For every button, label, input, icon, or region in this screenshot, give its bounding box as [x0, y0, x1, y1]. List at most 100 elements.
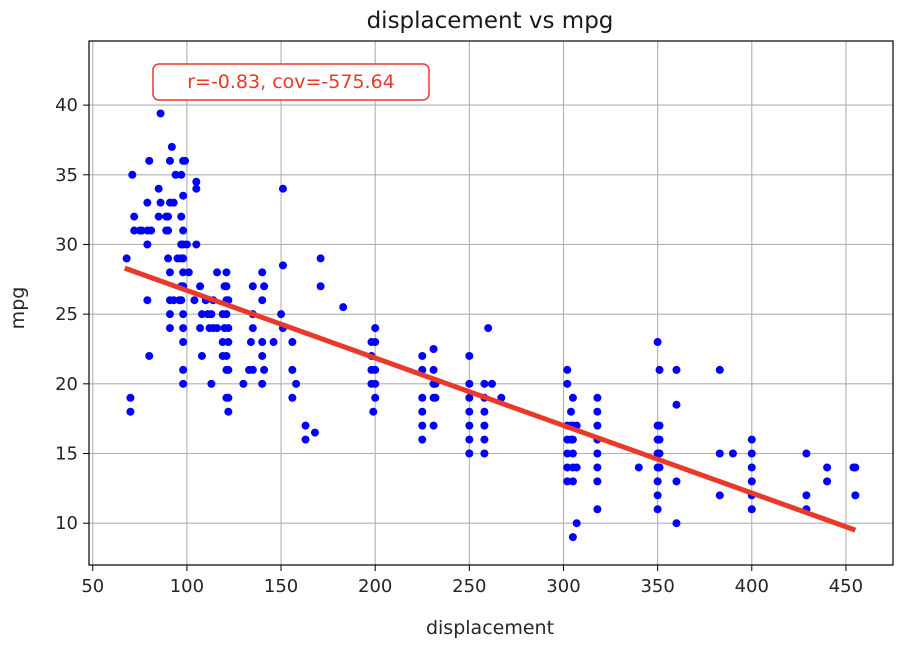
data-point	[248, 365, 257, 374]
data-point	[480, 421, 489, 430]
y-tick-label: 30	[55, 234, 78, 255]
data-point	[258, 268, 267, 277]
data-point	[487, 379, 496, 388]
x-tick-label: 450	[829, 576, 863, 597]
data-point	[480, 449, 489, 458]
data-point	[371, 365, 380, 374]
data-point	[222, 351, 231, 360]
data-point	[418, 435, 427, 444]
data-point	[165, 310, 174, 319]
y-axis-label: mpg	[7, 287, 29, 330]
data-point	[672, 365, 681, 374]
data-point	[672, 477, 681, 486]
data-point	[747, 505, 756, 514]
data-point	[653, 338, 662, 347]
data-point	[179, 379, 188, 388]
data-point	[593, 407, 602, 416]
data-point	[369, 407, 378, 416]
y-tick-label: 35	[55, 165, 78, 186]
data-point	[418, 407, 427, 416]
x-tick-label: 250	[452, 576, 486, 597]
data-point	[190, 296, 199, 305]
data-point	[278, 184, 287, 193]
data-point	[130, 212, 139, 221]
data-point	[429, 421, 438, 430]
data-point	[568, 533, 577, 542]
data-point	[728, 449, 737, 458]
data-point	[167, 142, 176, 151]
data-point	[278, 261, 287, 270]
data-point	[128, 170, 137, 179]
data-point	[143, 240, 152, 249]
data-point	[563, 379, 572, 388]
data-point	[130, 226, 139, 235]
x-tick-label: 300	[546, 576, 580, 597]
data-point	[563, 477, 572, 486]
data-point	[465, 435, 474, 444]
data-point	[301, 421, 310, 430]
data-point	[192, 240, 201, 249]
data-point	[715, 491, 724, 500]
data-point	[431, 393, 440, 402]
data-point	[248, 324, 257, 333]
data-point	[156, 109, 165, 118]
data-point	[145, 351, 154, 360]
data-point	[154, 212, 163, 221]
data-points	[122, 109, 860, 542]
x-tick-label: 150	[264, 576, 298, 597]
data-point	[196, 282, 205, 291]
data-point	[269, 338, 278, 347]
data-point	[568, 393, 577, 402]
data-point	[747, 435, 756, 444]
data-point	[239, 379, 248, 388]
data-point	[165, 268, 174, 277]
grid	[89, 41, 893, 565]
data-point	[371, 338, 380, 347]
data-point	[222, 268, 231, 277]
data-point	[672, 519, 681, 528]
x-tick-label: 400	[735, 576, 769, 597]
data-point	[339, 303, 348, 312]
data-point	[165, 156, 174, 165]
plot-area-frame	[88, 40, 894, 566]
data-point	[224, 407, 233, 416]
data-point	[224, 338, 233, 347]
y-tick-label: 10	[55, 513, 78, 534]
data-point	[593, 477, 602, 486]
data-point	[653, 505, 662, 514]
data-point	[169, 198, 178, 207]
data-point	[137, 226, 146, 235]
data-point	[653, 491, 662, 500]
data-point	[169, 296, 178, 305]
x-axis-ticks: 50 100 150 200 250 300 350 400 450	[81, 565, 863, 597]
data-point	[747, 449, 756, 458]
x-tick-label: 350	[640, 576, 674, 597]
y-tick-label: 20	[55, 374, 78, 395]
data-point	[316, 254, 325, 263]
data-point	[418, 393, 427, 402]
data-point	[655, 449, 664, 458]
data-point	[258, 296, 267, 305]
data-point	[497, 393, 506, 402]
data-point	[164, 254, 173, 263]
data-point	[224, 365, 233, 374]
data-point	[145, 156, 154, 165]
y-tick-label: 15	[55, 444, 78, 465]
data-point	[179, 365, 188, 374]
data-point	[164, 212, 173, 221]
data-point	[122, 254, 131, 263]
data-point	[181, 156, 190, 165]
y-tick-label: 25	[55, 304, 78, 325]
data-point	[823, 463, 832, 472]
data-point	[164, 226, 173, 235]
data-point	[567, 407, 576, 416]
data-point	[179, 338, 188, 347]
data-point	[126, 407, 135, 416]
data-point	[371, 324, 380, 333]
data-point	[568, 435, 577, 444]
data-point	[179, 226, 188, 235]
data-point	[593, 421, 602, 430]
data-point	[182, 240, 191, 249]
data-point	[593, 505, 602, 514]
data-point	[197, 310, 206, 319]
